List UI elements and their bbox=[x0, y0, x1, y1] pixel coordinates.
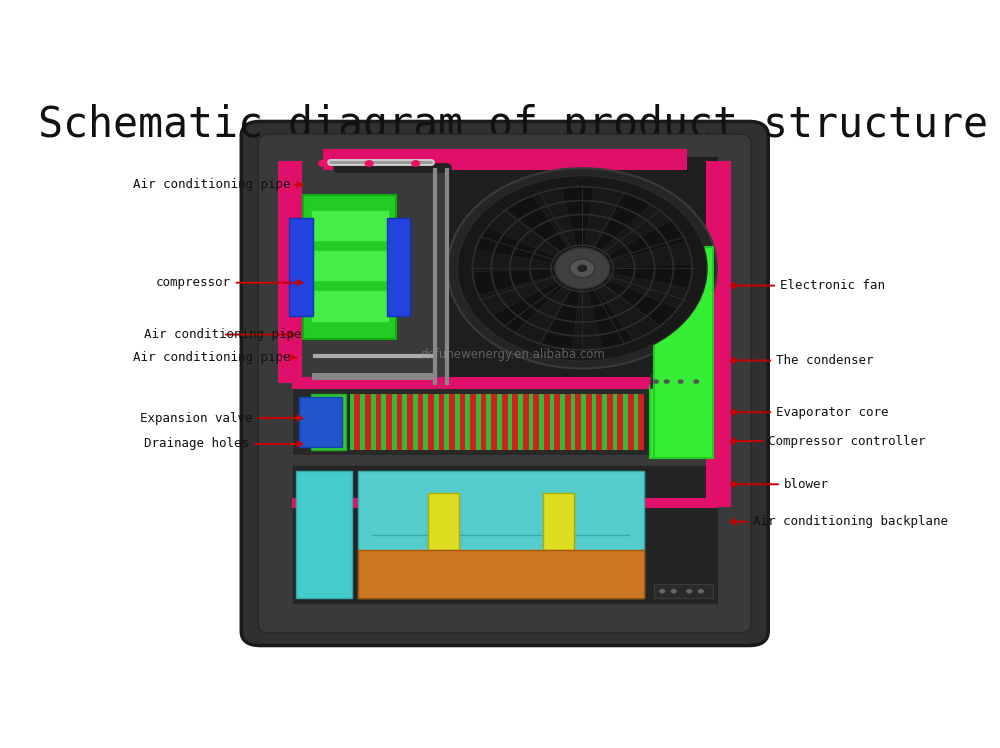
Bar bbox=[543, 493, 574, 551]
Bar bbox=[292, 376, 718, 389]
FancyBboxPatch shape bbox=[258, 134, 751, 633]
Bar bbox=[350, 394, 644, 450]
Bar bbox=[350, 394, 354, 450]
Bar bbox=[289, 218, 313, 316]
Text: Air conditioning pipe: Air conditioning pipe bbox=[133, 351, 296, 364]
Wedge shape bbox=[473, 269, 582, 295]
Bar bbox=[539, 394, 544, 450]
Bar bbox=[278, 161, 302, 384]
Wedge shape bbox=[582, 221, 686, 269]
Circle shape bbox=[318, 160, 327, 167]
Bar bbox=[447, 156, 718, 381]
Bar bbox=[508, 394, 512, 450]
Wedge shape bbox=[475, 227, 582, 269]
Bar bbox=[292, 497, 718, 508]
Text: Drainage holes: Drainage holes bbox=[144, 438, 302, 450]
Bar bbox=[592, 394, 596, 450]
Bar bbox=[428, 493, 459, 551]
Bar bbox=[634, 394, 638, 450]
Bar bbox=[654, 584, 713, 598]
Bar bbox=[654, 247, 713, 459]
Bar bbox=[358, 550, 644, 598]
Circle shape bbox=[457, 176, 707, 361]
Text: The condenser: The condenser bbox=[731, 354, 874, 367]
Bar bbox=[623, 394, 628, 450]
Text: compressor: compressor bbox=[156, 276, 302, 289]
Bar bbox=[423, 394, 428, 450]
Bar bbox=[529, 394, 533, 450]
Bar bbox=[292, 388, 718, 456]
Circle shape bbox=[364, 160, 374, 167]
Text: Air conditioning backplane: Air conditioning backplane bbox=[731, 515, 948, 528]
Circle shape bbox=[653, 379, 659, 384]
Text: Air conditioning pipe: Air conditioning pipe bbox=[133, 178, 302, 191]
Circle shape bbox=[678, 379, 684, 384]
Text: defunewenergy.en.alibaba.com: defunewenergy.en.alibaba.com bbox=[420, 349, 605, 361]
Text: Schematic diagram of product structure: Schematic diagram of product structure bbox=[38, 104, 988, 146]
FancyBboxPatch shape bbox=[241, 121, 768, 646]
Circle shape bbox=[411, 160, 420, 167]
Bar bbox=[402, 394, 407, 450]
Bar bbox=[311, 290, 388, 322]
Bar bbox=[303, 195, 396, 339]
Bar bbox=[476, 394, 481, 450]
Bar bbox=[486, 394, 491, 450]
Bar bbox=[650, 385, 713, 459]
Bar bbox=[706, 161, 731, 393]
Wedge shape bbox=[582, 269, 678, 328]
Text: Evaporator core: Evaporator core bbox=[731, 406, 889, 419]
Wedge shape bbox=[506, 195, 582, 269]
Bar bbox=[497, 394, 502, 450]
Wedge shape bbox=[582, 192, 651, 269]
Text: Compressor controller: Compressor controller bbox=[731, 435, 926, 447]
Bar bbox=[444, 394, 449, 450]
Bar bbox=[392, 394, 397, 450]
Bar bbox=[650, 374, 713, 388]
Bar bbox=[358, 471, 644, 598]
Bar bbox=[706, 388, 731, 507]
Bar bbox=[455, 394, 460, 450]
Bar bbox=[311, 209, 388, 241]
Bar bbox=[299, 397, 342, 447]
Wedge shape bbox=[492, 269, 582, 333]
Circle shape bbox=[671, 589, 677, 594]
Bar bbox=[581, 394, 586, 450]
Bar bbox=[323, 149, 687, 171]
Bar bbox=[434, 394, 439, 450]
Text: Air conditioning pipe: Air conditioning pipe bbox=[144, 328, 302, 341]
Wedge shape bbox=[582, 269, 633, 349]
Bar bbox=[413, 394, 418, 450]
Circle shape bbox=[664, 379, 670, 384]
Wedge shape bbox=[561, 187, 593, 269]
Text: Expansion valve: Expansion valve bbox=[140, 411, 302, 425]
Bar bbox=[465, 394, 470, 450]
Bar bbox=[296, 471, 352, 598]
Bar bbox=[371, 394, 376, 450]
Wedge shape bbox=[541, 269, 582, 349]
Bar bbox=[360, 394, 365, 450]
Circle shape bbox=[693, 379, 699, 384]
Bar bbox=[571, 394, 575, 450]
Circle shape bbox=[577, 265, 587, 272]
Circle shape bbox=[698, 589, 704, 594]
Bar bbox=[311, 250, 388, 281]
Bar bbox=[602, 394, 607, 450]
Circle shape bbox=[447, 168, 717, 369]
Bar bbox=[292, 465, 718, 604]
Wedge shape bbox=[582, 264, 692, 288]
Bar bbox=[613, 394, 617, 450]
Circle shape bbox=[686, 589, 692, 594]
Circle shape bbox=[659, 589, 665, 594]
Circle shape bbox=[570, 259, 595, 278]
Bar bbox=[550, 394, 554, 450]
Bar bbox=[311, 394, 346, 450]
Bar bbox=[518, 394, 523, 450]
Bar bbox=[387, 218, 410, 316]
Circle shape bbox=[555, 248, 610, 289]
Bar bbox=[381, 394, 386, 450]
Text: blower: blower bbox=[731, 478, 829, 491]
Bar bbox=[560, 394, 565, 450]
Text: Electronic fan: Electronic fan bbox=[731, 279, 885, 292]
